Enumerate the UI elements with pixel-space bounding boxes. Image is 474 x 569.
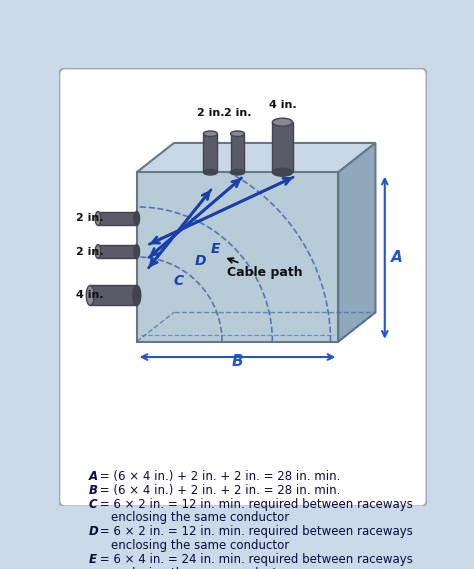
Text: enclosing the same conductor: enclosing the same conductor	[96, 512, 289, 525]
Text: 2 in.: 2 in.	[224, 108, 251, 118]
Bar	[90, 286, 137, 306]
Ellipse shape	[203, 170, 218, 175]
Ellipse shape	[95, 245, 101, 258]
Text: 2 in.: 2 in.	[197, 108, 224, 118]
Ellipse shape	[134, 245, 139, 258]
Polygon shape	[137, 143, 375, 172]
Text: E: E	[89, 553, 97, 566]
Text: C: C	[174, 274, 184, 288]
Ellipse shape	[134, 212, 139, 225]
Ellipse shape	[230, 170, 245, 175]
Ellipse shape	[86, 286, 94, 306]
Text: A: A	[89, 470, 98, 483]
Text: = 6 × 2 in. = 12 in. min. required between raceways: = 6 × 2 in. = 12 in. min. required betwe…	[96, 525, 412, 538]
Text: = 6 × 2 in. = 12 in. min. required between raceways: = 6 × 2 in. = 12 in. min. required betwe…	[96, 498, 412, 510]
Ellipse shape	[230, 131, 245, 137]
Text: C: C	[89, 498, 97, 510]
Bar	[98, 245, 137, 258]
Ellipse shape	[133, 286, 141, 306]
Text: 4 in.: 4 in.	[269, 100, 296, 110]
Text: 2 in.: 2 in.	[76, 213, 104, 224]
Polygon shape	[338, 143, 375, 341]
Text: = (6 × 4 in.) + 2 in. + 2 in. = 28 in. min.: = (6 × 4 in.) + 2 in. + 2 in. = 28 in. m…	[96, 470, 340, 483]
Text: 2 in.: 2 in.	[76, 246, 104, 257]
Bar	[230, 134, 245, 172]
Text: enclosing the same conductor: enclosing the same conductor	[96, 567, 289, 569]
Text: 4 in.: 4 in.	[76, 290, 104, 300]
Ellipse shape	[203, 131, 218, 137]
Text: enclosing the same conductor: enclosing the same conductor	[96, 539, 289, 552]
Ellipse shape	[273, 168, 292, 176]
Text: = (6 × 4 in.) + 2 in. + 2 in. = 28 in. min.: = (6 × 4 in.) + 2 in. + 2 in. = 28 in. m…	[96, 484, 340, 497]
Bar	[98, 212, 137, 225]
Text: E: E	[210, 242, 220, 256]
FancyBboxPatch shape	[59, 68, 427, 506]
Text: Cable path: Cable path	[227, 258, 302, 279]
Text: A: A	[391, 250, 403, 265]
Ellipse shape	[95, 212, 101, 225]
Polygon shape	[137, 172, 338, 341]
Bar	[273, 122, 292, 172]
Text: B: B	[232, 354, 243, 369]
Ellipse shape	[273, 118, 292, 126]
Text: = 6 × 4 in. = 24 in. min. required between raceways: = 6 × 4 in. = 24 in. min. required betwe…	[96, 553, 412, 566]
Text: D: D	[195, 254, 206, 267]
Text: D: D	[89, 525, 99, 538]
Text: B: B	[89, 484, 98, 497]
Bar	[203, 134, 218, 172]
